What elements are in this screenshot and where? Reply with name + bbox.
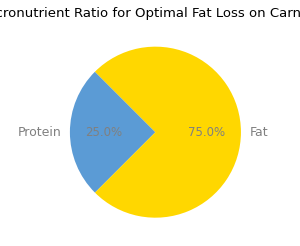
Text: Fat: Fat (250, 126, 268, 139)
Text: 25.0%: 25.0% (85, 126, 123, 139)
Wedge shape (95, 47, 241, 218)
Text: Protein: Protein (18, 126, 62, 139)
Text: 75.0%: 75.0% (188, 126, 225, 139)
Title: Macronutrient Ratio for Optimal Fat Loss on Carnivore: Macronutrient Ratio for Optimal Fat Loss… (0, 7, 300, 20)
Wedge shape (70, 72, 155, 193)
